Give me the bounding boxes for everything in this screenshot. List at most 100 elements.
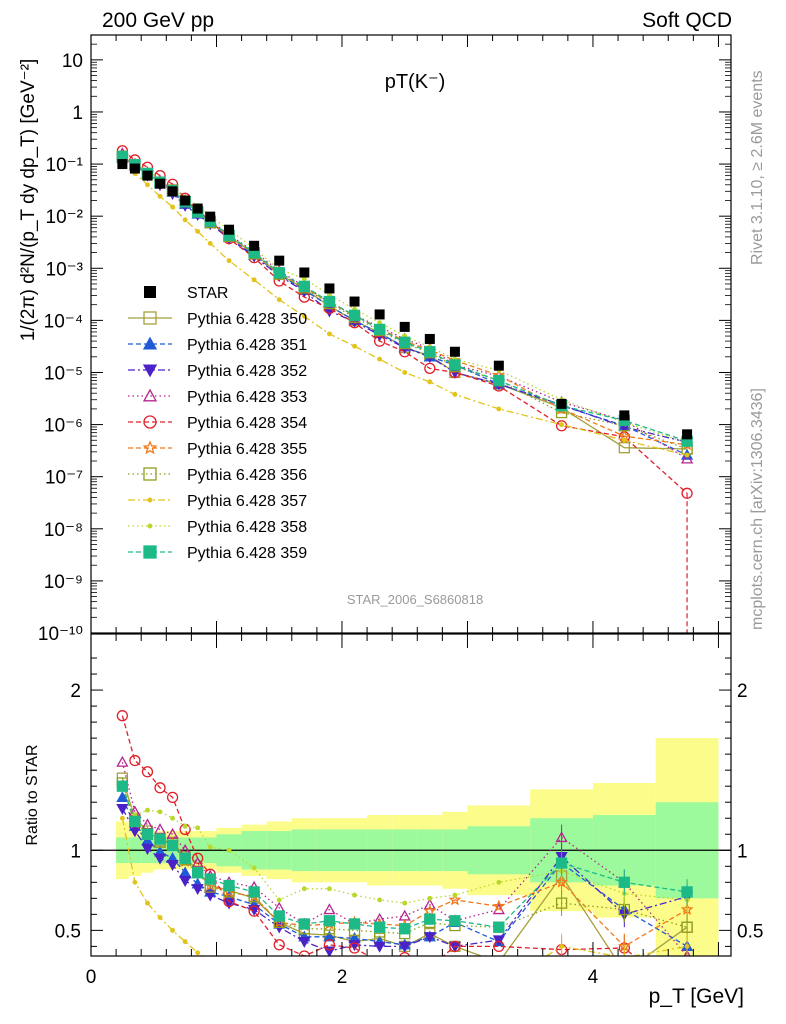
ratio-point	[301, 886, 307, 892]
data-point	[680, 452, 694, 464]
legend-entry: Pythia 6.428 356	[128, 467, 307, 484]
data-point	[377, 356, 383, 362]
star-data-point	[424, 333, 435, 344]
data-point	[449, 359, 461, 371]
data-point	[618, 442, 630, 454]
header-right: Soft QCD	[642, 9, 732, 32]
series-line	[122, 157, 688, 443]
data-point	[348, 309, 361, 321]
ratio-point	[448, 893, 462, 906]
y-tick-label: 10⁻³	[46, 259, 84, 280]
ratio-point	[425, 962, 435, 972]
legend-marker	[142, 388, 158, 402]
y-tick-label: 10⁻⁹	[44, 572, 83, 593]
ratio-point	[427, 895, 433, 901]
ratio-point	[555, 857, 568, 869]
ratio-point	[298, 936, 311, 948]
ratio-series-359	[116, 780, 693, 935]
ratio-point	[323, 903, 336, 915]
series-line	[122, 150, 688, 494]
legend-label: Pythia 6.428 352	[187, 363, 307, 380]
data-point	[226, 258, 232, 264]
main-panel: 10 1 10⁻¹ 10⁻² 10⁻³ 10⁻⁴ 10⁻⁵ 10⁻⁶ 10⁻⁷ 10⁻⁸ 10⁻⁹ 1…	[18, 34, 732, 645]
analysis-watermark: STAR_2006_S6860818	[347, 592, 483, 607]
y-tick-label: 10⁻⁶	[44, 416, 83, 437]
ratio-point	[204, 890, 217, 902]
data-point	[399, 336, 411, 348]
ratio-point	[226, 847, 232, 853]
ratio-y-tick-label-right: 1	[737, 841, 748, 862]
ratio-point	[353, 986, 357, 990]
mcplots-credit-label: mcplots.cern.ch [arXiv:1306.3436]	[749, 388, 766, 630]
star-data-point	[374, 309, 385, 320]
ratio-y-tick-label: 1	[70, 841, 81, 862]
star-data-point	[192, 203, 203, 214]
ratio-point	[223, 895, 235, 908]
data-point	[621, 437, 627, 443]
x-tick-label: 4	[588, 967, 599, 988]
ratio-point	[153, 823, 167, 835]
y-tick-label: 1	[72, 103, 83, 124]
ratio-point	[227, 969, 231, 973]
ratio-point	[326, 886, 332, 892]
ratio-point	[555, 831, 568, 843]
ratio-point	[303, 985, 307, 989]
data-point	[326, 331, 332, 337]
y-tick-label: 10⁻⁵	[44, 363, 83, 384]
header-left: 200 GeV pp	[102, 9, 214, 32]
ratio-point	[619, 967, 629, 977]
data-point	[493, 374, 505, 387]
ratio-point	[182, 823, 188, 829]
ratio-point	[298, 918, 310, 930]
ratio-y-tick-label: 2	[70, 681, 81, 702]
data-point	[427, 379, 433, 385]
legend-label: Pythia 6.428 351	[187, 337, 307, 354]
star-data-point	[129, 163, 140, 174]
ratio-point	[192, 867, 204, 879]
data-point	[424, 362, 436, 375]
ratio-point	[423, 904, 437, 917]
data-point	[323, 295, 336, 308]
data-point	[273, 267, 285, 279]
ratio-point	[248, 905, 260, 917]
ratio-point	[428, 985, 432, 989]
star-data-point	[274, 255, 285, 266]
star-data-point	[682, 429, 693, 440]
series-351	[116, 151, 694, 460]
legend-label: Pythia 6.428 355	[187, 441, 307, 458]
series-line	[122, 155, 688, 446]
ratio-point	[494, 957, 504, 967]
legend-entry: Pythia 6.428 359	[128, 545, 307, 562]
legend-marker	[143, 415, 157, 429]
legend-entry: Pythia 6.428 353	[128, 388, 307, 406]
star-data-point	[556, 398, 567, 409]
ratio-point	[492, 899, 506, 912]
ratio-point	[618, 876, 630, 888]
ratio-point	[204, 873, 216, 885]
ratio-point	[373, 941, 386, 953]
ratio-point	[681, 921, 693, 933]
y-tick-label: 10⁻¹	[46, 155, 84, 176]
legend-marker	[147, 523, 153, 529]
ratio-point	[684, 943, 690, 949]
series-line	[122, 157, 688, 456]
ratio-point	[154, 833, 166, 845]
ratio-point	[375, 957, 385, 967]
ratio-point	[378, 986, 382, 990]
star-data-point	[619, 410, 630, 421]
star-data-point	[249, 240, 260, 251]
ratio-point	[348, 942, 361, 954]
ratio-point	[252, 973, 256, 977]
legend-marker	[147, 497, 153, 503]
y-tick-label: 10⁻²	[46, 207, 84, 228]
ratio-line	[121, 785, 688, 930]
ratio-point	[119, 815, 125, 821]
legend-label: Pythia 6.428 353	[187, 389, 307, 406]
ratio-point	[145, 900, 150, 906]
ratio-point	[116, 780, 129, 792]
series-line	[122, 155, 688, 442]
ratio-point	[555, 875, 568, 888]
ratio-point	[170, 927, 176, 933]
ratio-line	[121, 782, 688, 935]
ratio-point	[377, 897, 383, 903]
